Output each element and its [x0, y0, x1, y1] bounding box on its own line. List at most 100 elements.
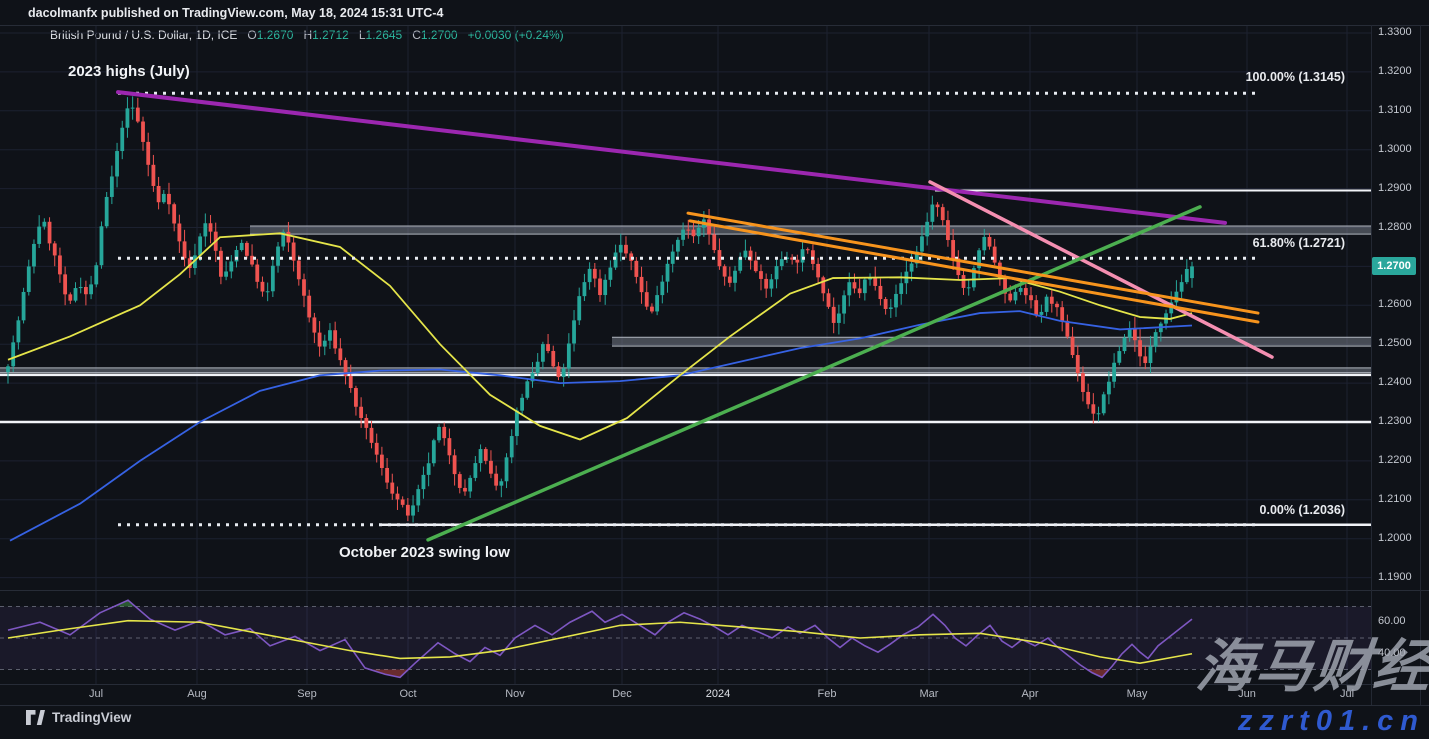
candle-body [603, 279, 608, 296]
candle-body [1065, 320, 1070, 337]
candle-body [385, 467, 389, 483]
candle-body [1060, 307, 1065, 321]
price-axis-label: 1.2800 [1378, 220, 1412, 233]
candle-body [717, 250, 722, 267]
candle-body [333, 330, 338, 349]
pane-separator[interactable] [0, 590, 1429, 591]
candle-body [250, 255, 254, 265]
rsi-ma-line [7, 619, 1193, 665]
candle-body [946, 220, 950, 241]
candle-body [89, 284, 93, 295]
candle-body [442, 426, 447, 439]
candles-layer [6, 96, 1194, 523]
candle-body [125, 108, 130, 128]
candle-body [58, 255, 62, 275]
candle-body [1055, 303, 1059, 308]
candle-body [473, 463, 478, 478]
candle-body [759, 271, 763, 279]
candle-body [312, 317, 317, 333]
candle-body [1153, 332, 1158, 347]
trendline [688, 219, 1260, 324]
candle-body [270, 265, 275, 292]
candle-body [899, 283, 904, 294]
candle-body [32, 243, 36, 267]
candle-body [78, 286, 83, 289]
candle-body [1148, 346, 1153, 364]
candle-body [463, 487, 467, 492]
candle-body [909, 263, 914, 272]
candle-body [322, 340, 327, 347]
candle-body [774, 266, 779, 280]
candle-body [561, 368, 566, 378]
candle-body [234, 250, 239, 262]
candle-body [1107, 381, 1111, 395]
candle-body [587, 268, 592, 283]
trendline [686, 211, 1260, 315]
candle-body [862, 279, 867, 294]
candle-body [1127, 328, 1132, 338]
tradingview-logo-icon [26, 710, 45, 725]
candle-body [982, 236, 987, 251]
publish-info: dacolmanfx published on TradingView.com,… [28, 6, 444, 20]
price-axis-label: 1.3200 [1378, 64, 1412, 77]
candle-body [1003, 277, 1007, 294]
candle-body [722, 266, 727, 277]
candle-body [379, 454, 384, 468]
candle-body [208, 223, 213, 232]
candle-body [187, 258, 192, 269]
candle-body [696, 227, 701, 237]
candle-body [1122, 337, 1127, 352]
candle-body [161, 193, 166, 203]
candle-body [177, 223, 182, 242]
price-axis-label: 1.3300 [1378, 26, 1412, 38]
candle-body [1101, 394, 1106, 414]
candle-body [821, 277, 826, 294]
candle-body [11, 342, 16, 367]
candle-body [540, 344, 545, 362]
candle-body [343, 360, 348, 376]
candle-body [790, 257, 795, 260]
candle-body [525, 381, 530, 398]
candle-body [1086, 391, 1091, 405]
candle-body [167, 193, 171, 205]
candle-body [1034, 300, 1039, 315]
ohlc-close-label: C [412, 28, 421, 42]
candle-body [47, 221, 52, 244]
candle-body [130, 107, 135, 109]
candle-body [281, 231, 286, 247]
candle-body [727, 276, 732, 283]
candle-body [914, 251, 919, 264]
candle-body [509, 436, 514, 458]
candle-body [203, 223, 208, 237]
ma-fast-line [7, 232, 1193, 441]
candle-body [634, 260, 639, 277]
candle-body [805, 249, 810, 251]
footer-brand[interactable]: TradingView [26, 710, 131, 725]
fib-label-100: 100.00% (1.3145) [1245, 70, 1345, 84]
candle-body [286, 231, 291, 243]
symbol-legend[interactable]: British Pound / U.S. Dollar, 1D, ICE O1.2… [50, 28, 564, 42]
candle-body [847, 282, 852, 296]
candle-body [961, 275, 966, 288]
price-axis-label: 1.2900 [1378, 181, 1412, 194]
candle-body [276, 246, 280, 266]
time-axis-label: Sep [297, 688, 317, 700]
candle-body [317, 332, 322, 347]
candle-body [577, 296, 582, 321]
candle-body [193, 255, 197, 269]
candle-body [63, 274, 68, 295]
candle-body [400, 499, 405, 505]
symbol-title: British Pound / U.S. Dollar, 1D, ICE [50, 28, 238, 42]
candle-body [489, 460, 493, 474]
candle-body [618, 244, 623, 253]
rsi-axis-label: 60.00 [1378, 615, 1406, 628]
candle-body [707, 219, 711, 235]
candle-body [836, 313, 841, 323]
candle-body [1075, 355, 1080, 374]
candle-body [894, 293, 898, 308]
candle-body [21, 291, 26, 321]
candle-body [374, 442, 379, 455]
candle-body [925, 221, 930, 237]
